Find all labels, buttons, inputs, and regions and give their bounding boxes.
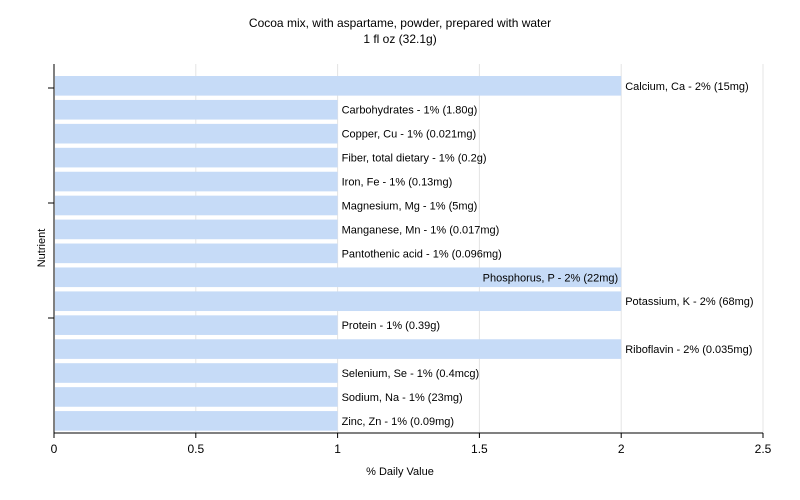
bar-label: Pantothenic acid - 1% (0.096mg)	[342, 248, 502, 260]
bar-label: Magnesium, Mg - 1% (5mg)	[342, 200, 478, 212]
bar-label: Fiber, total dietary - 1% (0.2g)	[342, 153, 487, 165]
bar-label: Copper, Cu - 1% (0.021mg)	[342, 129, 477, 141]
bar	[55, 339, 622, 359]
x-tick-label: 0	[51, 442, 58, 456]
bar	[55, 171, 338, 192]
bar-label: Manganese, Mn - 1% (0.017mg)	[342, 224, 500, 236]
bar	[55, 99, 338, 120]
bar	[55, 291, 622, 312]
bar	[55, 219, 338, 240]
bar	[55, 267, 622, 288]
x-tick-label: 2.5	[755, 442, 772, 456]
bar-label: Sodium, Na - 1% (23mg)	[342, 392, 463, 404]
x-tick-label: 1.5	[471, 442, 488, 456]
bar	[55, 363, 338, 383]
bar	[55, 195, 338, 216]
y-axis-label: Nutrient	[36, 228, 48, 268]
x-tick-label: 1	[334, 442, 341, 456]
bar	[55, 315, 338, 335]
chart-subtitle: 1 fl oz (32.1g)	[363, 32, 437, 46]
bar-label: Iron, Fe - 1% (0.13mg)	[342, 177, 453, 189]
bar-label: Zinc, Zn - 1% (0.09mg)	[342, 416, 454, 428]
x-axis-label: % Daily Value	[366, 466, 434, 478]
bar	[55, 147, 338, 168]
bar	[55, 411, 338, 431]
bar	[55, 243, 338, 264]
bar-label: Carbohydrates - 1% (1.80g)	[342, 105, 478, 117]
bar	[55, 123, 338, 144]
bar-label: Riboflavin - 2% (0.035mg)	[625, 344, 752, 356]
bar-label: Selenium, Se - 1% (0.4mcg)	[342, 368, 480, 380]
bar-label: Calcium, Ca - 2% (15mg)	[625, 81, 748, 93]
bar	[55, 387, 338, 407]
bar	[55, 76, 622, 96]
bar-label: Potassium, K - 2% (68mg)	[625, 296, 753, 308]
bar-label: Phosphorus, P - 2% (22mg)	[483, 272, 619, 284]
bar-label: Protein - 1% (0.39g)	[342, 320, 440, 332]
chart-title: Cocoa mix, with aspartame, powder, prepa…	[248, 16, 552, 30]
x-tick-label: 0.5	[187, 442, 204, 456]
x-tick-label: 2	[618, 442, 625, 456]
